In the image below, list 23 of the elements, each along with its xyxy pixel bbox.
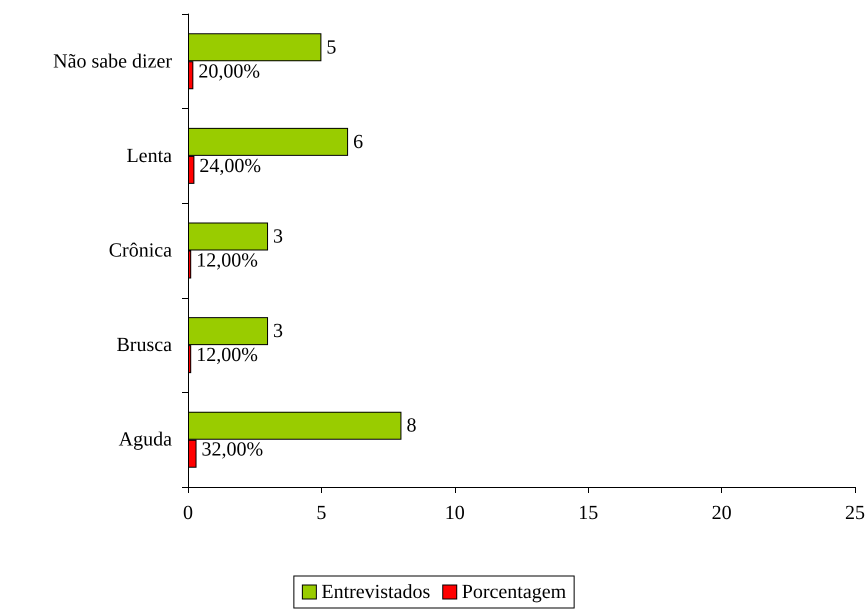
x-tick-label: 15 <box>578 502 598 524</box>
data-label: 8 <box>406 414 416 437</box>
data-label: 12,00% <box>196 344 258 366</box>
y-tick-label: Crônica <box>108 240 172 262</box>
x-tick-label: 20 <box>712 502 732 524</box>
y-tick-label: Brusca <box>116 334 172 356</box>
x-tick-label: 0 <box>183 502 193 524</box>
data-label: 5 <box>326 36 336 58</box>
data-label: 32,00% <box>202 438 264 461</box>
y-tick-label: Lenta <box>126 144 172 167</box>
x-tick-label: 10 <box>444 502 465 524</box>
data-label: 3 <box>273 226 284 248</box>
data-label: 20,00% <box>198 60 260 82</box>
x-tick-label: 25 <box>845 502 865 524</box>
x-tick-label: 5 <box>316 502 326 524</box>
y-tick-label: Não sabe dizer <box>53 50 172 72</box>
data-label: 12,00% <box>196 250 258 272</box>
legend-label: Entrevistados <box>321 581 430 603</box>
data-label: 3 <box>273 320 284 342</box>
data-label: 24,00% <box>199 154 262 177</box>
y-tick-label: Aguda <box>118 428 172 451</box>
data-label: 6 <box>353 130 364 153</box>
legend-label: Porcentagem <box>462 581 567 603</box>
